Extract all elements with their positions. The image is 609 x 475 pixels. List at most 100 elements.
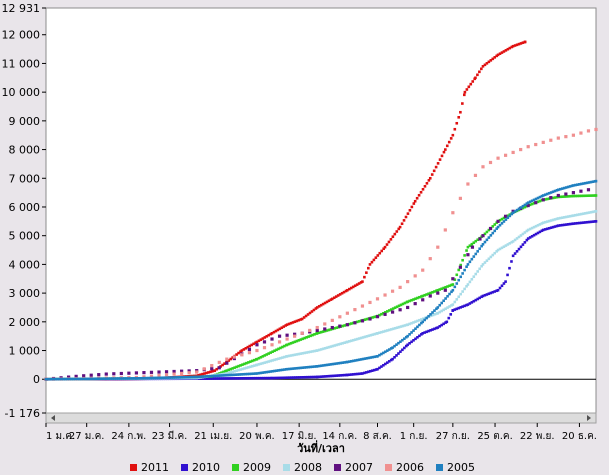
data-point [355, 372, 359, 376]
data-point [385, 243, 389, 246]
data-point [591, 220, 595, 223]
horizontal-scrollbar[interactable] [45, 412, 597, 424]
data-point [549, 219, 553, 222]
data-point [172, 372, 176, 376]
data-point [376, 332, 379, 335]
data-point [254, 372, 257, 375]
data-point [558, 195, 562, 199]
data-point [307, 365, 310, 369]
data-point [287, 354, 291, 358]
data-point [510, 260, 513, 263]
data-point [526, 203, 530, 208]
data-point [348, 287, 351, 291]
data-point [248, 376, 251, 380]
data-point [382, 311, 385, 315]
data-point [369, 356, 373, 359]
data-point [111, 377, 114, 380]
data-point [376, 354, 379, 358]
data-point [543, 198, 547, 201]
y-tick-label: -1 176 [5, 407, 40, 420]
data-point [244, 376, 247, 380]
data-point [325, 300, 329, 304]
data-point [293, 367, 297, 370]
data-point [500, 51, 504, 54]
data-point [410, 321, 413, 325]
data-point [178, 376, 181, 379]
data-point [506, 243, 510, 246]
data-point [429, 329, 432, 332]
data-point [207, 371, 210, 374]
data-point [521, 206, 525, 210]
data-point [52, 377, 56, 381]
data-point [259, 362, 263, 366]
data-point [404, 335, 408, 339]
data-point [403, 337, 406, 341]
data-point [493, 290, 497, 293]
data-point [541, 140, 545, 144]
data-point [254, 376, 257, 380]
data-point [406, 212, 410, 215]
data-point [572, 184, 575, 187]
data-point [180, 369, 184, 373]
data-point [459, 110, 462, 114]
data-point [233, 366, 236, 369]
data-point [256, 376, 259, 380]
data-point [413, 274, 417, 278]
data-point [237, 351, 240, 355]
data-point [349, 322, 353, 325]
data-point [207, 377, 210, 380]
data-point [391, 346, 394, 349]
scroll-right-arrow-icon[interactable] [587, 415, 591, 421]
data-point [290, 376, 293, 379]
data-point [149, 374, 154, 378]
x-axis-label: วันที่/เวลา [297, 440, 345, 455]
scroll-left-arrow-icon[interactable] [51, 415, 55, 421]
data-point [579, 189, 583, 193]
data-point [360, 304, 365, 308]
data-point [312, 308, 316, 312]
data-point [478, 267, 481, 271]
data-point [528, 200, 532, 204]
data-point [338, 293, 342, 296]
data-point [331, 374, 335, 378]
data-point [205, 375, 208, 378]
data-point [213, 377, 216, 380]
data-point [245, 366, 248, 370]
data-point [555, 224, 559, 228]
data-point [315, 349, 319, 352]
data-point [315, 306, 319, 309]
data-point [241, 363, 244, 366]
data-point [104, 372, 108, 376]
data-point [327, 328, 331, 332]
data-point [474, 239, 478, 243]
data-point [289, 354, 293, 357]
data-point [255, 357, 259, 361]
data-point [291, 321, 295, 324]
data-point [449, 313, 453, 316]
data-point [511, 211, 515, 215]
data-point [363, 275, 366, 279]
data-point [579, 182, 583, 186]
data-point [410, 331, 413, 334]
data-point [453, 308, 457, 311]
data-point [560, 187, 564, 190]
data-point [368, 317, 372, 321]
data-point [493, 56, 497, 59]
data-point [431, 328, 434, 331]
data-point [252, 376, 255, 380]
data-point [348, 373, 351, 377]
x-tick-label: 25 ต.ค. [477, 431, 512, 442]
data-point [519, 147, 523, 152]
data-point [423, 293, 426, 297]
data-point [571, 133, 575, 137]
data-point [301, 366, 305, 369]
data-point [367, 370, 370, 374]
data-point [246, 345, 250, 349]
data-point [455, 298, 459, 301]
data-point [528, 227, 532, 231]
data-point [267, 376, 271, 380]
data-point [496, 53, 500, 57]
data-point [423, 318, 426, 322]
data-point [270, 332, 274, 335]
data-point [278, 327, 282, 331]
